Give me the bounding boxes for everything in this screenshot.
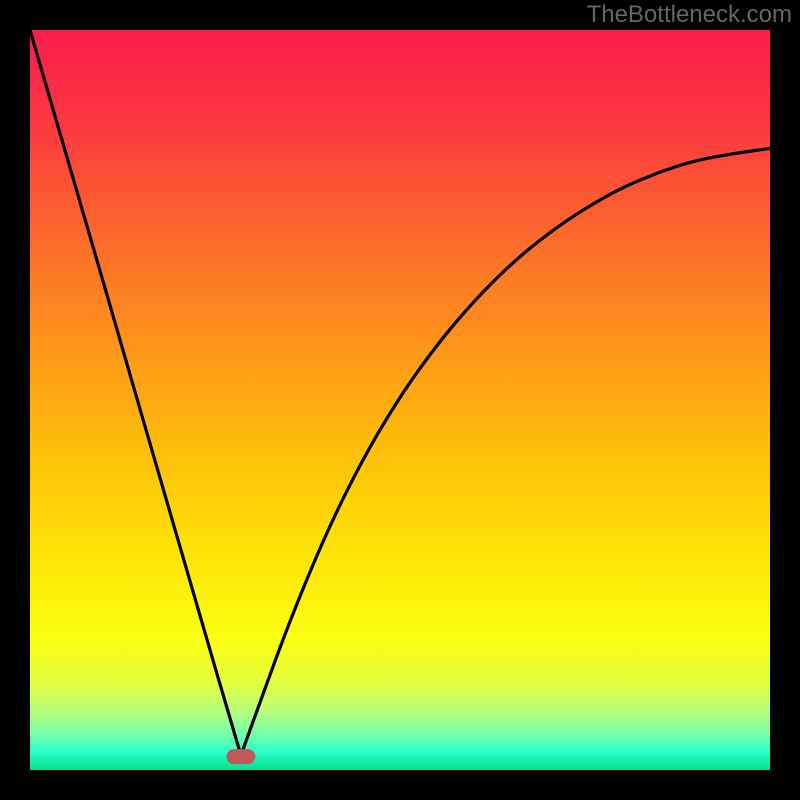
bottleneck-chart: TheBottleneck.com [0, 0, 800, 800]
watermark-text: TheBottleneck.com [587, 1, 792, 28]
optimal-marker [227, 750, 255, 764]
